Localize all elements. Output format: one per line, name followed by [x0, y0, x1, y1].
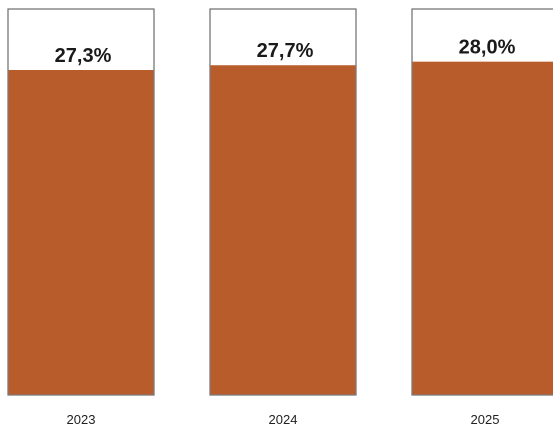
x-tick-label-2023: 2023 [67, 412, 96, 427]
x-tick-label-2024: 2024 [269, 412, 298, 427]
bars-layer [7, 8, 553, 396]
x-axis-ticks-layer: 2023 2024 2025 [67, 412, 500, 427]
bar-2024 [210, 65, 356, 395]
data-label-2023: 27,3% [55, 45, 112, 67]
data-labels-layer: 27,3% 27,7% 28,0% [55, 37, 516, 67]
bar-2023 [8, 70, 154, 395]
data-label-2024: 27,7% [257, 40, 314, 62]
bar-2025 [412, 61, 553, 395]
x-tick-label-2025: 2025 [471, 412, 500, 427]
data-label-2025: 28,0% [459, 37, 516, 59]
